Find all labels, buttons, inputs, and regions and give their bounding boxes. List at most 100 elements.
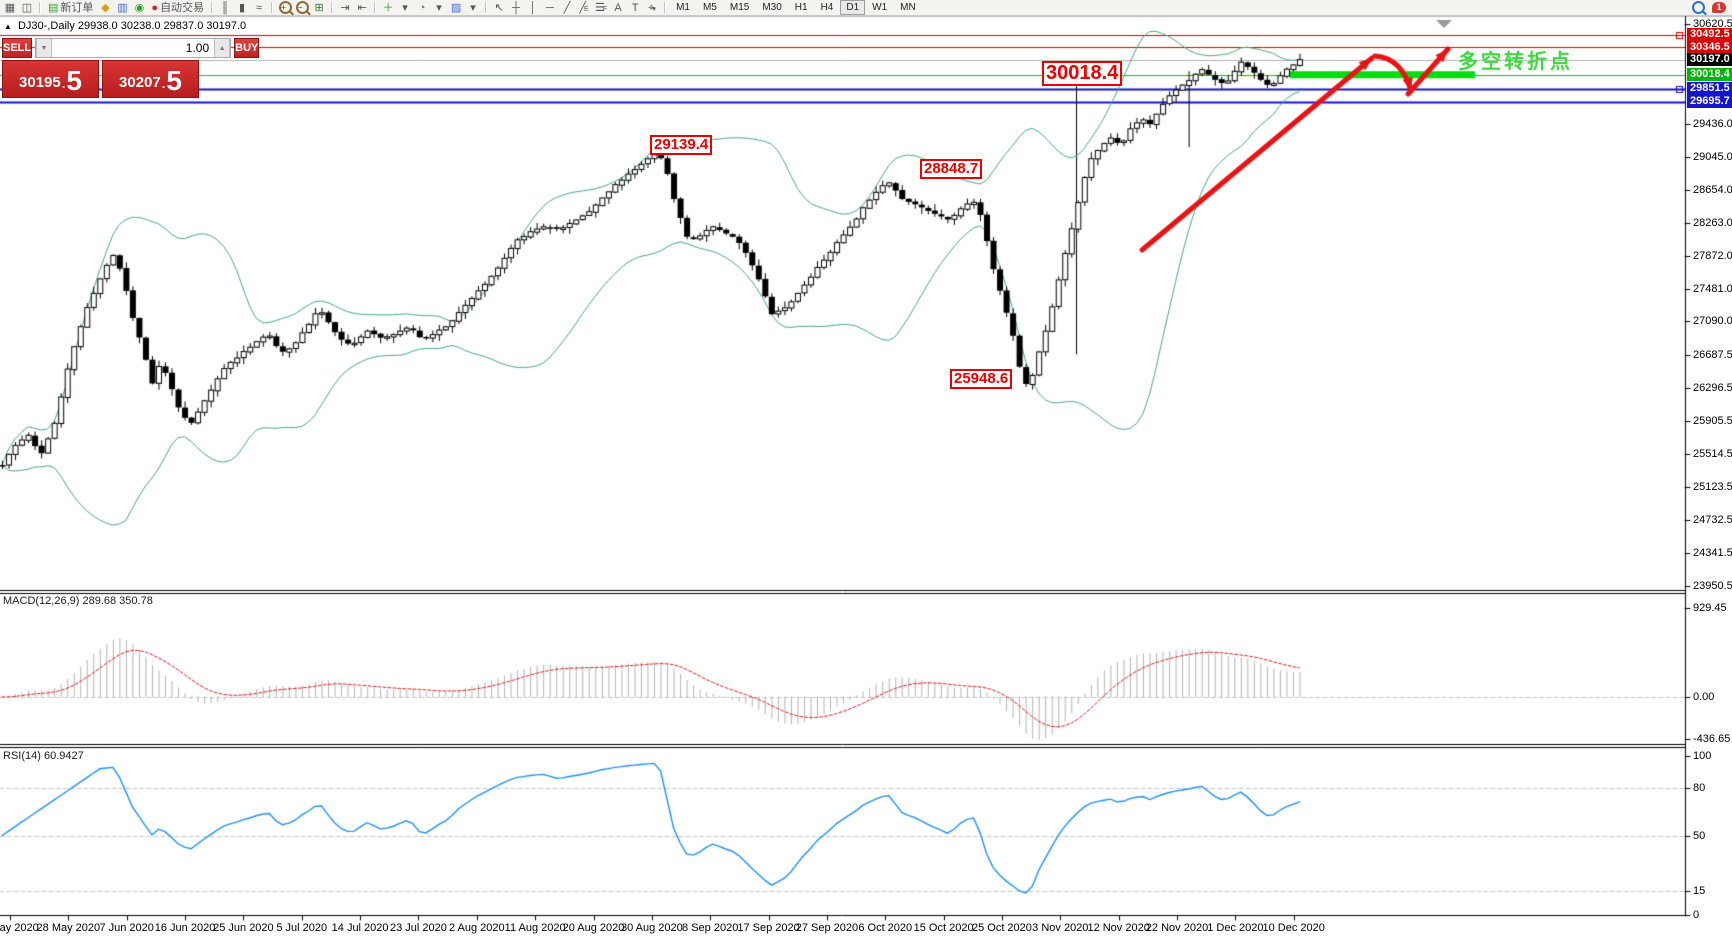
rsi-tick-label: 80 bbox=[1693, 781, 1706, 794]
timeframe-m5[interactable]: M5 bbox=[702, 2, 717, 13]
market-watch-icon[interactable]: ◆ bbox=[101, 1, 110, 14]
buy-button[interactable]: BUY bbox=[234, 38, 260, 58]
date-tick-label: 10 Dec 2020 bbox=[1262, 922, 1325, 934]
shapes-dropdown-icon[interactable]: ⌖ ▾ bbox=[648, 1, 656, 14]
date-tick-label: 25 Jun 2020 bbox=[213, 922, 274, 934]
macd-tick-label: -436.65 bbox=[1693, 732, 1731, 745]
price-tick-label: 27872.0 bbox=[1693, 249, 1732, 262]
charts-grid-icon[interactable]: ▦ bbox=[4, 1, 16, 14]
turning-point-annotation[interactable]: 多空转折点 bbox=[1458, 51, 1573, 73]
price-tick-label: 24341.5 bbox=[1693, 547, 1732, 560]
chart-shift-icon[interactable]: ⇤ bbox=[357, 1, 367, 14]
toolbar-separator bbox=[331, 2, 334, 13]
rsi-tick-label: 100 bbox=[1693, 750, 1712, 762]
symbol-triangle-icon: ▲ bbox=[4, 22, 12, 31]
zoom-in-icon[interactable]: + bbox=[277, 1, 293, 15]
date-tick-label: 12 Nov 2020 bbox=[1087, 922, 1150, 934]
price-level-label: 29695.7 bbox=[1687, 95, 1732, 109]
signal-icon[interactable]: ◉ bbox=[134, 1, 145, 14]
timeframe-h4[interactable]: H4 bbox=[820, 2, 834, 13]
one-click-trading-panel: SELL ▼ ▲ BUY 30195 . 5 30207 . 5 bbox=[2, 38, 260, 98]
text-tool-icon[interactable]: A bbox=[614, 1, 622, 14]
indicators-dropdown-icon[interactable]: ▾ bbox=[402, 1, 408, 14]
volume-decrease-button[interactable]: ▼ bbox=[36, 39, 53, 57]
sell-button[interactable]: SELL bbox=[2, 38, 33, 58]
timeframe-m30[interactable]: M30 bbox=[762, 2, 782, 13]
date-tick-label: 17 Sep 2020 bbox=[737, 922, 800, 934]
price-tick-label: 23950.5 bbox=[1693, 580, 1732, 592]
volume-stepper: ▼ ▲ bbox=[35, 38, 232, 58]
macd-tick-label: 0.00 bbox=[1693, 691, 1715, 703]
date-tick-label: 5 Jul 2020 bbox=[276, 922, 328, 934]
buy-price-button[interactable]: 30207 . 5 bbox=[102, 60, 199, 98]
price-tick-label: 27090.0 bbox=[1693, 315, 1732, 328]
price-tick-label: 28654.0 bbox=[1693, 183, 1732, 196]
volume-input[interactable] bbox=[52, 39, 215, 57]
timeframe-m15[interactable]: M15 bbox=[729, 2, 750, 13]
horizontal-line-tool-icon[interactable]: ─ bbox=[546, 1, 554, 14]
vertical-line-tool-icon[interactable]: │ bbox=[529, 1, 537, 14]
price-tick-label: 26296.5 bbox=[1693, 382, 1732, 395]
price-tick-label: 25514.5 bbox=[1693, 448, 1732, 461]
chart-title: ▲ DJ30-,Daily 29938.0 30238.0 29837.0 30… bbox=[4, 20, 246, 32]
date-tick-label: 8 Sep 2020 bbox=[682, 922, 739, 934]
templates-dropdown-icon[interactable]: ▾ bbox=[470, 1, 476, 14]
date-tick-label: 14 Jul 2020 bbox=[331, 922, 389, 934]
tile-windows-icon[interactable]: ⊞ bbox=[314, 1, 324, 14]
bar-chart-type-icon[interactable]: ║ bbox=[221, 1, 229, 14]
notifications-icon[interactable]: 1 bbox=[1712, 2, 1726, 13]
date-tick-label: 23 Jul 2020 bbox=[389, 922, 447, 934]
timeframe-d1[interactable]: D1 bbox=[840, 0, 866, 15]
timeframe-mn[interactable]: MN bbox=[900, 2, 916, 13]
auto-scroll-icon[interactable]: ⇥ bbox=[340, 1, 350, 14]
fibonacci-tool-icon[interactable]: ☰ F bbox=[594, 1, 608, 14]
search-icon[interactable] bbox=[1690, 1, 1706, 15]
zoom-out-icon[interactable]: – bbox=[294, 1, 310, 15]
price-flag-30018[interactable]: 30018.4 bbox=[1042, 61, 1123, 86]
line-chart-type-icon[interactable]: ≈ bbox=[256, 1, 263, 14]
date-tick-label: 16 Jun 2020 bbox=[154, 922, 216, 934]
channel-tool-icon[interactable]: ╱ E bbox=[579, 1, 589, 14]
templates-icon[interactable]: ▨ bbox=[450, 1, 462, 14]
date-tick-label: 30 Aug 2020 bbox=[620, 922, 683, 934]
sell-price-main: 30195 bbox=[19, 74, 61, 91]
periods-dropdown-icon[interactable]: ▾ bbox=[436, 1, 442, 14]
candlestick-type-icon[interactable]: ▮ bbox=[239, 1, 246, 14]
trendline-tool-icon[interactable]: ╱ bbox=[563, 1, 571, 14]
timeframe-h1[interactable]: H1 bbox=[794, 2, 808, 13]
new-order-button[interactable]: ▤ 新订单 bbox=[48, 1, 94, 14]
trade-panel-price-row: 30195 . 5 30207 . 5 bbox=[2, 60, 199, 98]
macd-pane-label: MACD(12,26,9) 289.68 350.78 bbox=[3, 595, 153, 607]
date-tick-label: 28 May 2020 bbox=[36, 922, 101, 934]
periods-icon[interactable]: ◔ bbox=[418, 1, 426, 14]
price-tick-label: 25905.5 bbox=[1693, 415, 1732, 428]
date-tick-label: 6 Oct 2020 bbox=[858, 922, 913, 934]
autotrading-button[interactable]: ● 自动交易 bbox=[151, 1, 205, 14]
date-tick-label: 1 Dec 2020 bbox=[1207, 922, 1264, 934]
price-flag-29139[interactable]: 29139.4 bbox=[650, 135, 713, 155]
price-flag-25948[interactable]: 25948.6 bbox=[950, 369, 1013, 389]
buy-price-pip: 5 bbox=[166, 65, 182, 96]
timeframe-w1[interactable]: W1 bbox=[872, 2, 888, 13]
indicators-icon[interactable]: ＋ bbox=[382, 1, 394, 14]
timeframe-m1[interactable]: M1 bbox=[676, 2, 690, 13]
sell-price-pip: 5 bbox=[66, 65, 82, 96]
label-tool-icon[interactable]: T bbox=[631, 1, 639, 14]
chart-ohlc-values: 29938.0 30238.0 29837.0 30197.0 bbox=[77, 20, 247, 32]
toolbar-separator bbox=[39, 2, 41, 13]
sell-price-button[interactable]: 30195 . 5 bbox=[2, 60, 99, 98]
crosshair-icon[interactable]: ┼ bbox=[512, 1, 520, 14]
macd-tick-label: 929.45 bbox=[1693, 602, 1727, 614]
price-flag-28848[interactable]: 28848.7 bbox=[920, 159, 983, 179]
price-level-label: 30492.5 bbox=[1687, 28, 1732, 42]
volume-increase-button[interactable]: ▲ bbox=[214, 39, 231, 57]
rsi-tick-label: 0 bbox=[1693, 909, 1700, 921]
main-toolbar: ▦ ◫ ▤ 新订单 ◆ ▥ ◉ ● 自动交易 ║ ▮ ≈ + – ⊞ ⇥ ⇤ ＋ ▾ ◔ ▾ ▨ ▾ ↖ ┼ │ ─ ╱ ╱ E ☰ F A T ⌖… bbox=[0, 0, 1732, 16]
price-level-label: 30346.5 bbox=[1687, 40, 1732, 54]
profile-preview-icon[interactable]: ◫ bbox=[21, 1, 33, 14]
data-window-icon[interactable]: ▥ bbox=[117, 1, 128, 14]
cursor-icon[interactable]: ↖ bbox=[494, 1, 504, 14]
date-tick-label: 22 Nov 2020 bbox=[1145, 922, 1209, 934]
